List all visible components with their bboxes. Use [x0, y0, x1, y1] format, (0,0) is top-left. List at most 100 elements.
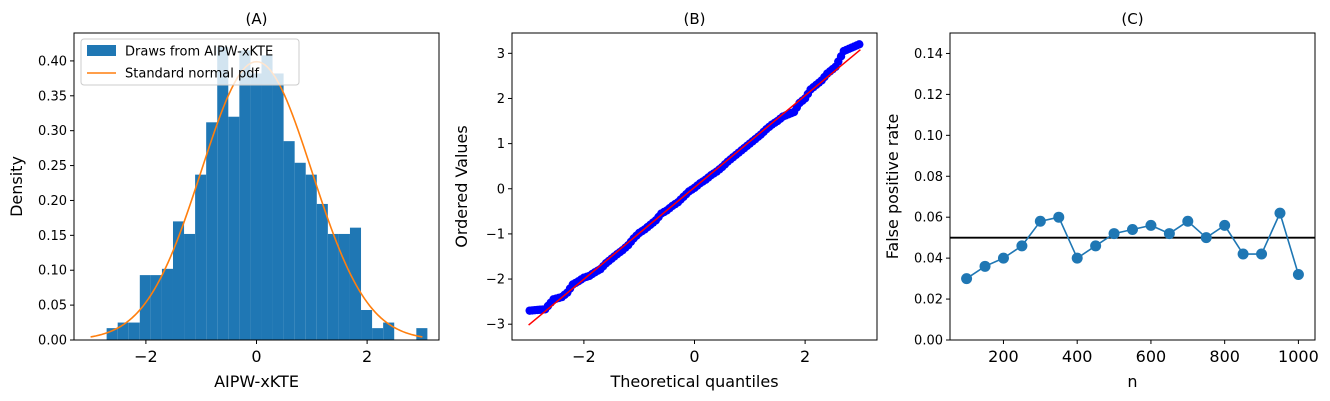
- panel-c: 200 400 600 800 1000 0.00 0.02 0.04 0.06 0.08 0.10…: [883, 10, 1319, 391]
- histogram-bar: [316, 203, 328, 340]
- y-tick-label: 0.20: [38, 194, 67, 209]
- histogram-bar: [327, 233, 339, 340]
- histogram-bar: [294, 162, 306, 340]
- y-tick-label: 0.40: [38, 54, 67, 69]
- chart-title: (C): [1121, 10, 1143, 28]
- legend-label-histogram: Draws from AIPW-xKTE: [125, 45, 273, 60]
- qq-point: [855, 40, 864, 49]
- x-axis-label: n: [1127, 372, 1137, 391]
- y-tick-label: 0.05: [38, 299, 67, 314]
- data-point: [979, 260, 991, 272]
- data-point: [1127, 223, 1138, 235]
- y-tick-label: 0.14: [914, 47, 943, 62]
- histogram-bar: [372, 328, 384, 340]
- reference-line: [528, 49, 861, 326]
- y-axis-label: Ordered Values: [452, 125, 471, 247]
- x-tick-label: 400: [1062, 347, 1093, 366]
- x-tick-label: 600: [1136, 347, 1167, 366]
- legend-label-pdf: Standard normal pdf: [125, 67, 259, 82]
- y-tick-label: 0.15: [38, 229, 67, 244]
- x-axis-label: AIPW-xKTE: [214, 372, 299, 391]
- y-tick-label: 0.10: [38, 264, 67, 279]
- x-tick-label: −2: [572, 347, 596, 366]
- histogram-bar: [305, 174, 317, 340]
- histogram-bar: [228, 116, 240, 341]
- series-line: [966, 210, 1300, 280]
- y-tick-label: 0.00: [38, 334, 67, 349]
- histogram-bar: [128, 322, 140, 340]
- y-tick-label: 0.08: [914, 170, 943, 185]
- x-tick-label: 200: [988, 347, 1019, 366]
- histogram-bar: [272, 73, 284, 340]
- histogram-bar: [283, 141, 295, 340]
- data-point: [1053, 211, 1065, 223]
- x-tick-label: 2: [800, 347, 810, 366]
- y-tick-label: −1: [486, 227, 505, 242]
- data-point: [1182, 215, 1194, 227]
- data-point: [1219, 219, 1231, 231]
- histogram-bar: [150, 275, 162, 340]
- chart-title: (B): [684, 10, 706, 28]
- panel-b: −2 0 2 −3 −2 −1 0 1 2 3 (B) Theoretical quantiles Or…: [452, 10, 878, 391]
- data-point: [1034, 215, 1046, 227]
- data-point: [1090, 240, 1102, 252]
- data-point: [1237, 248, 1249, 260]
- x-tick-label: −2: [134, 347, 158, 366]
- x-tick-label: 0: [251, 347, 261, 366]
- histogram-bar: [361, 309, 373, 340]
- y-tick-label: 1: [497, 137, 505, 152]
- histogram-bar: [217, 46, 229, 341]
- y-tick-label: 2: [497, 92, 505, 107]
- y-tick-label: 0.30: [38, 124, 67, 139]
- x-tick-label: 800: [1209, 347, 1240, 366]
- y-tick-label: −3: [486, 318, 505, 333]
- y-tick-label: 0.25: [38, 159, 67, 174]
- histogram-bar: [338, 233, 350, 340]
- x-tick-label: 0: [689, 347, 699, 366]
- y-tick-label: 0.04: [914, 252, 943, 267]
- histogram-bar: [195, 174, 207, 340]
- x-tick-label: 2: [362, 347, 372, 366]
- histogram-bar: [117, 322, 129, 340]
- y-tick-label: 0: [497, 182, 505, 197]
- histogram-bar: [206, 122, 218, 341]
- y-tick-label: 0.12: [914, 88, 943, 103]
- histogram-bar: [239, 50, 251, 341]
- data-point: [1016, 240, 1028, 252]
- histogram-bar: [161, 268, 173, 340]
- histogram-bar: [172, 221, 185, 340]
- chart-title: (A): [246, 10, 268, 28]
- data-point: [1145, 219, 1157, 231]
- y-tick-label: 0.00: [914, 334, 943, 349]
- data-point: [997, 252, 1009, 264]
- data-point: [1292, 269, 1304, 281]
- histogram-bar: [250, 73, 262, 340]
- y-axis-label: False positive rate: [883, 114, 902, 260]
- plot-frame: [949, 32, 1316, 341]
- panel-a: −2 0 2 0.00 0.05 0.10 0.15 0.20 0.25 0.30 0.35 0.40…: [7, 10, 440, 391]
- legend-swatch-histogram: [87, 45, 116, 56]
- data-point: [1200, 232, 1212, 244]
- y-tick-label: 0.02: [914, 293, 943, 308]
- histogram-bar: [416, 328, 428, 340]
- histogram-bar: [383, 322, 395, 340]
- y-axis-label: Density: [7, 156, 26, 217]
- data-point: [1163, 228, 1175, 240]
- legend-box: [80, 38, 300, 86]
- histogram-bar: [184, 233, 196, 340]
- y-tick-label: 3: [497, 47, 505, 62]
- data-point: [1256, 248, 1268, 260]
- y-tick-label: 0.10: [914, 129, 943, 144]
- histogram-bar: [106, 328, 118, 340]
- data-point: [1071, 252, 1083, 264]
- y-tick-label: −2: [486, 273, 505, 288]
- x-tick-label: 1000: [1278, 347, 1319, 366]
- y-tick-label: 0.35: [38, 89, 67, 104]
- y-tick-label: 0.06: [914, 211, 943, 226]
- histogram-bar: [139, 275, 151, 340]
- data-point: [961, 273, 973, 285]
- data-point: [1274, 207, 1286, 219]
- histogram-bar: [261, 55, 273, 341]
- data-point: [1108, 228, 1120, 240]
